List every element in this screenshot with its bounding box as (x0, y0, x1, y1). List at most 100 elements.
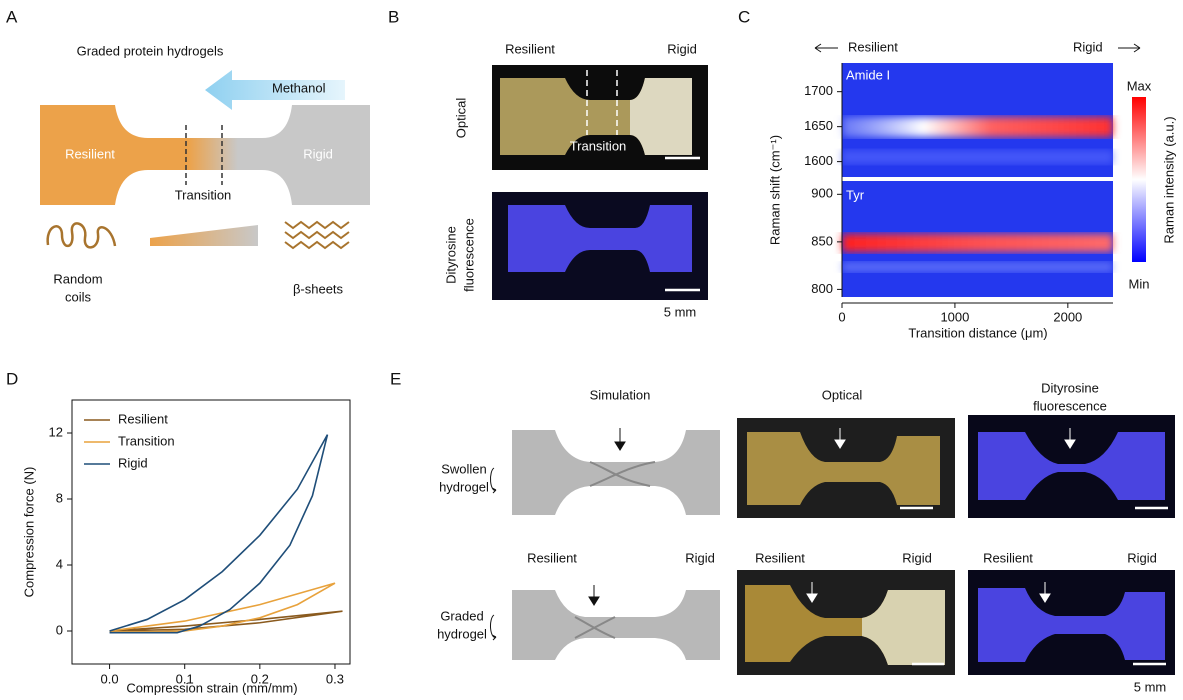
coil (46, 222, 117, 249)
twist (589, 461, 656, 487)
plot-frame (71, 399, 351, 665)
end-label: Resilient (848, 39, 898, 54)
x-axis-label: Compression strain (mm/mm) (126, 680, 297, 695)
structure-label: β-sheets (293, 281, 344, 296)
panel-label: A (6, 7, 18, 26)
end-label: Rigid (303, 146, 333, 161)
row-label: Optical (453, 98, 468, 139)
row-label: Graded (440, 608, 483, 623)
column-label: Dityrosine (1041, 380, 1099, 395)
dogbone (40, 105, 370, 205)
heatmap-band (842, 234, 1113, 252)
separator (842, 177, 1113, 181)
sample (978, 588, 1165, 662)
column-label: Simulation (590, 387, 651, 402)
x-tick-label: 0 (838, 309, 845, 324)
panel-d: D Compression strain (mm/mm) Compression… (6, 369, 351, 695)
y-tick-label: 800 (811, 281, 833, 296)
end-label: Rigid (667, 41, 697, 56)
end-label: Resilient (755, 550, 805, 565)
panel-b: B Resilient Rigid Optical Transition Dit… (388, 7, 708, 319)
end-label: Resilient (983, 550, 1033, 565)
band-label: Tyr (846, 187, 865, 202)
methanol-arrow (205, 70, 345, 110)
structure-label: Random (53, 271, 102, 286)
row-label: hydrogel (437, 626, 487, 641)
sample-rigid (630, 78, 692, 155)
legend-label: Resilient (118, 411, 168, 426)
y-axis-label: Compression force (N) (21, 467, 36, 598)
pointer (614, 428, 626, 451)
end-label: Rigid (685, 550, 715, 565)
row-label: fluorescence (461, 218, 476, 292)
y-tick-label: 850 (811, 233, 833, 248)
scale-label: 5 mm (1134, 679, 1167, 694)
colorbar-min: Min (1129, 276, 1150, 291)
y-tick-label: 1650 (804, 118, 833, 133)
row-label: Swollen (441, 461, 487, 476)
end-label: Rigid (1073, 39, 1103, 54)
panel-label: C (738, 7, 750, 26)
panel-c: C Resilient Rigid Amide I Tyr Max Min Ra… (738, 7, 1176, 340)
series-line (109, 582, 336, 633)
arrow (1118, 43, 1141, 53)
column-label: fluorescence (1033, 398, 1107, 413)
twist (574, 616, 616, 639)
y-tick-label: 900 (811, 186, 833, 201)
x-tick-label: 0.0 (101, 671, 119, 686)
colorbar (1132, 97, 1146, 262)
end-label: Rigid (1127, 550, 1157, 565)
end-label: Rigid (902, 550, 932, 565)
legend-label: Rigid (118, 455, 148, 470)
simulation (512, 590, 720, 660)
x-tick-label: 0.2 (251, 671, 269, 686)
heatmap-band (842, 262, 1113, 272)
end-label: Resilient (527, 550, 577, 565)
gradient-wedge (150, 225, 258, 246)
structure-label: coils (65, 289, 92, 304)
heatmap-band (842, 150, 1113, 164)
end-label: Resilient (505, 41, 555, 56)
x-tick-label: 0.1 (176, 671, 194, 686)
legend-label: Transition (118, 433, 175, 448)
row-label: hydrogel (439, 479, 489, 494)
column-label: Optical (822, 387, 863, 402)
colorbar-label: Raman intensity (a.u.) (1161, 116, 1176, 243)
y-tick-label: 1700 (804, 83, 833, 98)
middle-label: Transition (175, 187, 232, 202)
pointer (588, 585, 600, 606)
twist-icon (490, 614, 497, 641)
sample-rigid (862, 590, 945, 665)
simulation (512, 430, 720, 515)
panel-label: E (390, 369, 401, 388)
y-tick-label: 8 (56, 490, 63, 505)
series-line (109, 610, 343, 632)
series-line (109, 434, 329, 634)
row-label: Dityrosine (443, 226, 458, 284)
y-tick-label: 12 (49, 424, 63, 439)
pointer (1064, 428, 1076, 449)
sample (747, 432, 940, 505)
arrow (814, 43, 838, 53)
y-tick-label: 0 (56, 622, 63, 637)
panel-label: D (6, 369, 18, 388)
pointer (1039, 582, 1051, 603)
y-tick-label: 4 (56, 556, 63, 571)
end-label: Resilient (65, 146, 115, 161)
solvent-label: Methanol (272, 80, 326, 95)
x-tick-label: 2000 (1053, 309, 1082, 324)
panel-e: E Simulation Optical Dityrosine fluoresc… (390, 369, 1175, 694)
x-tick-label: 0.3 (326, 671, 344, 686)
pointer (806, 582, 818, 603)
panel-a: A Graded protein hydrogels Methanol Resi… (6, 7, 370, 304)
x-tick-label: 1000 (940, 309, 969, 324)
sample (508, 205, 692, 272)
pointer (834, 428, 846, 449)
title: Graded protein hydrogels (77, 43, 224, 58)
twist-icon (490, 467, 497, 494)
sample (978, 432, 1165, 500)
scale-label: 5 mm (664, 304, 697, 319)
x-axis-label: Transition distance (μm) (908, 325, 1047, 340)
panel-label: B (388, 7, 399, 26)
